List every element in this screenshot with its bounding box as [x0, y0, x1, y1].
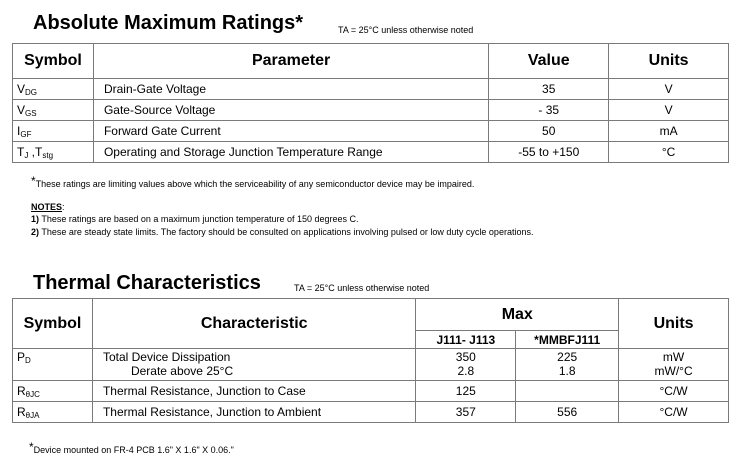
parameter-cell: Forward Gate Current — [92, 120, 490, 142]
table-row: RθJC Thermal Resistance, Junction to Cas… — [12, 380, 729, 402]
abs-max-table: Symbol Parameter Value Units VDG Drain-G… — [12, 43, 729, 163]
parameter-cell: Operating and Storage Junction Temperatu… — [92, 141, 490, 163]
value-cell: 50 — [488, 120, 610, 142]
symbol-cell: VGS — [12, 99, 94, 121]
value-cell: - 35 — [488, 99, 610, 121]
table-row: IGF Forward Gate Current 50 mA — [12, 120, 729, 142]
unit-cell: °C/W — [618, 401, 729, 423]
col-parameter: Parameter — [92, 43, 490, 79]
unit-cell: °C/W — [618, 380, 729, 402]
thermal-footnote: *Device mounted on FR-4 PCB 1.6" X 1.6" … — [29, 440, 234, 455]
unit-cell: V — [608, 99, 729, 121]
value-cell: 35 — [488, 78, 610, 100]
table-row: TJ ,Tstg Operating and Storage Junction … — [12, 141, 729, 163]
col-symbol: Symbol — [12, 43, 94, 79]
abs-max-condition: TA = 25°C unless otherwise noted — [338, 25, 474, 35]
col-symbol: Symbol — [12, 298, 93, 349]
col-value: Value — [488, 43, 610, 79]
characteristic-cell: Thermal Resistance, Junction to Case — [91, 380, 417, 402]
unit-cell: mA — [608, 120, 729, 142]
value-cell: 350 2.8 — [415, 348, 517, 381]
symbol-cell: PD — [12, 348, 93, 381]
characteristic-cell: Total Device Dissipation Derate above 25°… — [91, 348, 417, 381]
table-row: VGS Gate-Source Voltage - 35 V — [12, 99, 729, 121]
unit-cell: mW mW/°C — [618, 348, 729, 381]
table-row: PD Total Device Dissipation Derate above … — [12, 348, 729, 381]
note-1: 1) These ratings are based on a maximum … — [31, 214, 359, 224]
note-2: 2) These are steady state limits. The fa… — [31, 227, 534, 237]
value-cell: 357 — [415, 401, 517, 423]
value-cell — [515, 380, 620, 402]
unit-cell: °C — [608, 141, 729, 163]
parameter-cell: Drain-Gate Voltage — [92, 78, 490, 100]
symbol-cell: RθJC — [12, 380, 93, 402]
unit-cell: V — [608, 78, 729, 100]
notes-heading: NOTES: — [31, 202, 65, 212]
abs-footnote: *These ratings are limiting values above… — [31, 174, 475, 189]
table-header-row: Symbol Parameter Value Units — [12, 43, 729, 79]
value-cell: -55 to +150 — [488, 141, 610, 163]
symbol-cell: VDG — [12, 78, 94, 100]
value-cell: 125 — [415, 380, 517, 402]
symbol-cell: RθJA — [12, 401, 93, 423]
characteristic-cell: Thermal Resistance, Junction to Ambient — [91, 401, 417, 423]
abs-max-title: Absolute Maximum Ratings* — [33, 12, 304, 34]
thermal-title: Thermal Characteristics — [33, 272, 261, 294]
value-cell: 556 — [515, 401, 620, 423]
col-j111-j113: J111- J113 — [415, 330, 517, 349]
thermal-table: Symbol Characteristic Max Units J111- J1… — [12, 298, 729, 423]
table-header-row: Symbol Characteristic Max Units — [12, 298, 729, 349]
col-characteristic: Characteristic — [91, 298, 417, 349]
value-cell: 225 1.8 — [515, 348, 620, 381]
col-mmbfj111: *MMBFJ111 — [515, 330, 620, 349]
table-row: VDG Drain-Gate Voltage 35 V — [12, 78, 729, 100]
col-max: Max — [415, 298, 620, 331]
col-units: Units — [618, 298, 729, 349]
table-row: RθJA Thermal Resistance, Junction to Amb… — [12, 401, 729, 423]
col-units: Units — [608, 43, 729, 79]
symbol-cell: IGF — [12, 120, 94, 142]
parameter-cell: Gate-Source Voltage — [92, 99, 490, 121]
thermal-condition: TA = 25°C unless otherwise noted — [294, 283, 430, 293]
symbol-cell: TJ ,Tstg — [12, 141, 94, 163]
